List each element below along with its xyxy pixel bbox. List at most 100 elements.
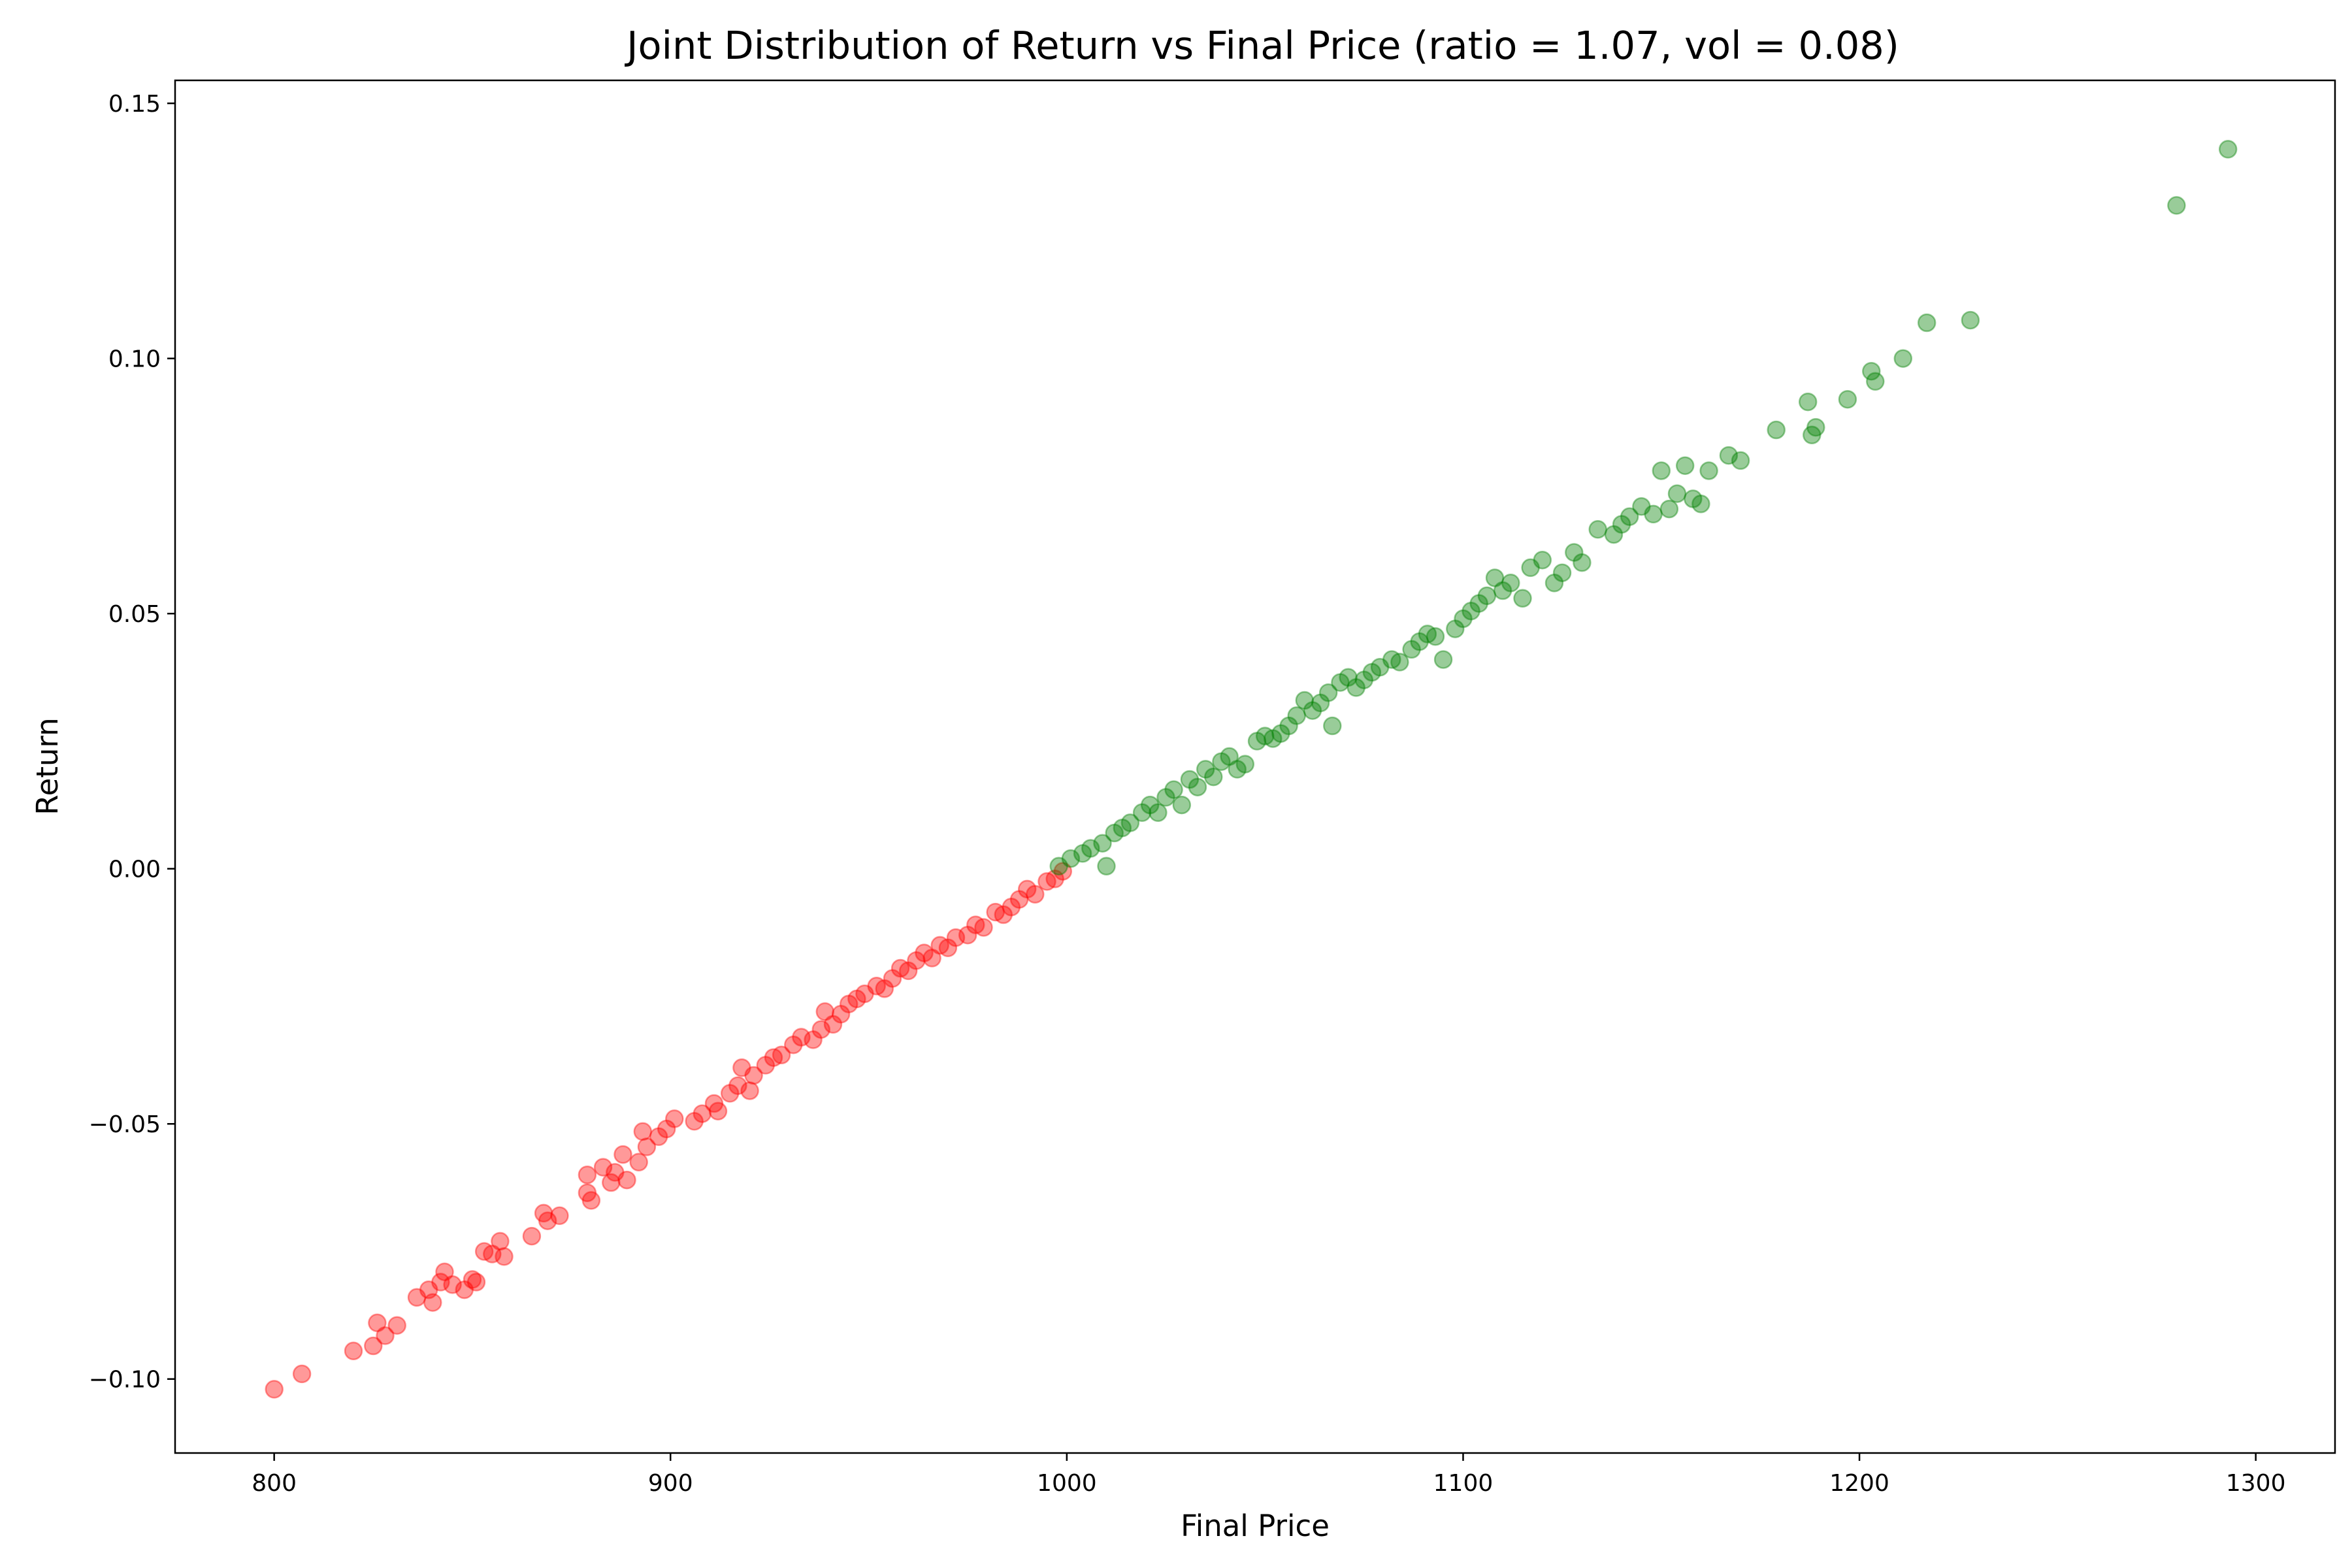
data-point [958,925,977,945]
y-tick-label: 0.05 [108,601,161,628]
data-point [720,1084,740,1103]
data-point [839,994,858,1013]
data-point [1433,650,1453,669]
data-point [1513,589,1532,608]
data-point [1382,650,1401,669]
y-tick-label: 0.10 [108,346,161,373]
data-point [2167,196,2186,215]
data-point [1659,499,1679,519]
data-point [1235,755,1255,774]
y-tick-label: 0.00 [108,857,161,883]
data-point [1684,489,1703,508]
data-point [1331,673,1350,692]
data-point [1120,813,1140,832]
data-point [1362,662,1382,682]
x-tick-label: 1000 [1037,1470,1097,1497]
data-point [578,1166,597,1184]
x-tick-label: 900 [648,1470,693,1497]
data-point [1097,857,1116,876]
data-point [1767,420,1786,440]
data-point [1410,632,1429,651]
data-point [1188,777,1207,796]
data-point [1113,818,1132,838]
data-point [704,1094,724,1113]
data-point [930,936,949,955]
data-point [1493,581,1512,600]
data-point [1446,619,1465,638]
data-point [1573,553,1592,572]
data-point [1037,872,1056,891]
data-point [1247,732,1267,751]
data-point [946,928,966,947]
data-point [1172,795,1192,815]
data-point [1469,594,1488,613]
data-point [1426,627,1445,646]
x-axis-label: Final Price [1181,1509,1330,1543]
data-point [804,1030,823,1049]
data-point [376,1326,395,1345]
data-point [708,1102,728,1120]
data-point [784,1035,803,1054]
y-axis-label: Return [30,717,65,815]
data-point [1462,602,1480,621]
data-point [831,1005,851,1024]
data-point [1604,525,1624,544]
data-point [617,1170,636,1190]
data-point [792,1028,811,1047]
data-point [875,979,894,998]
data-point [344,1341,363,1361]
data-point [1287,706,1306,725]
data-point [1180,770,1200,789]
data-point [1370,657,1390,677]
chart-title: Joint Distribution of Return vs Final Pr… [624,23,1899,68]
data-point [387,1316,406,1335]
data-point [463,1270,482,1289]
data-point [474,1242,494,1261]
data-point [1271,724,1290,743]
data-point [1644,504,1663,524]
data-point [633,1122,653,1141]
data-point [1699,461,1718,480]
x-tick-label: 1200 [1829,1470,1889,1497]
data-point [994,905,1013,924]
data-point [1156,788,1175,807]
data-point [665,1109,684,1128]
data-point [1533,550,1552,570]
data-point [855,984,874,1004]
data-point [890,958,910,978]
data-point [1081,839,1100,858]
plot-frame [174,79,2336,1454]
data-point [423,1293,442,1312]
data-point [1501,574,1520,593]
data-point [1323,716,1342,736]
data-point [1620,507,1639,527]
data-point [1017,879,1037,899]
data-point [1026,885,1045,904]
data-point [728,1076,747,1095]
data-point [483,1245,502,1264]
data-point [637,1137,657,1156]
data-point [292,1364,312,1384]
data-point [534,1203,553,1223]
data-point [649,1127,668,1147]
data-point [1798,392,1818,412]
data-point [764,1048,783,1067]
data-point [1049,857,1068,876]
data-point [606,1163,625,1182]
data-point [265,1380,284,1399]
data-point [986,902,1005,922]
data-point [1866,372,1885,391]
data-point [419,1280,438,1299]
data-point [1806,417,1825,437]
data-point [1132,803,1152,823]
data-point [629,1152,648,1172]
data-point [1061,849,1081,868]
data-point [1731,451,1750,470]
y-tick-label: −0.10 [89,1367,161,1394]
data-point [613,1145,632,1164]
data-point [407,1288,427,1307]
data-point [1196,760,1215,779]
data-point [1053,862,1073,881]
